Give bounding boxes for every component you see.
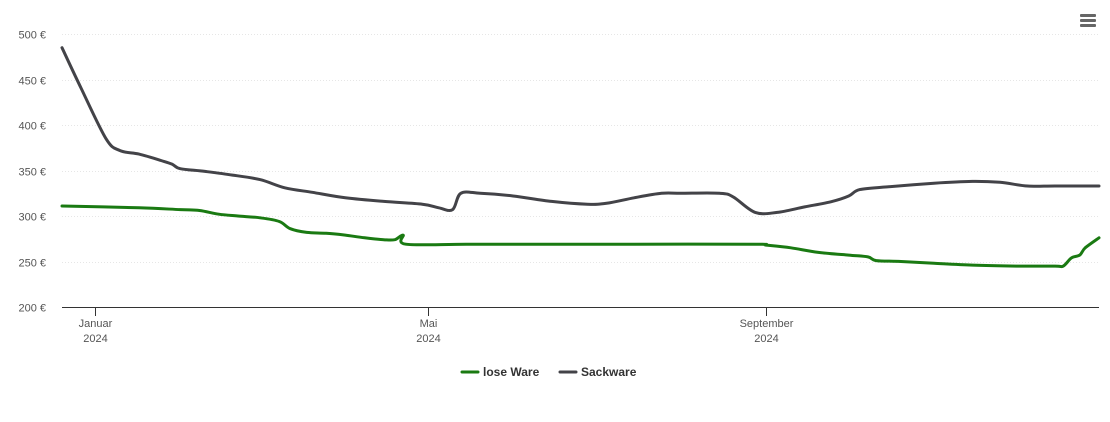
y-tick-label: 500 €	[18, 30, 46, 42]
y-tick-label: 400 €	[18, 121, 46, 133]
hamburger-menu-icon[interactable]	[1076, 10, 1100, 32]
x-tick-label-month: Mai	[420, 318, 438, 330]
x-tick-label-year: 2024	[416, 333, 440, 345]
y-axis: 200 € 250 € 300 € 350 € 400 € 450 € 500 €	[18, 30, 46, 315]
legend: lose Ware Sackware	[460, 365, 637, 379]
series-line-1[interactable]	[60, 204, 1101, 269]
legend-item-2[interactable]: Sackware	[558, 365, 637, 379]
y-tick-label: 250 €	[18, 258, 46, 270]
legend-item-1[interactable]: lose Ware	[460, 365, 540, 379]
y-tick-label: 350 €	[18, 167, 46, 179]
y-tick-label: 300 €	[18, 212, 46, 224]
legend-label: lose Ware	[483, 365, 540, 379]
series-line-2[interactable]	[60, 46, 1101, 216]
legend-label: Sackware	[581, 365, 637, 379]
x-axis: Januar 2024 Mai 2024 September 2024	[62, 307, 1099, 345]
y-tick-label: 200 €	[18, 303, 46, 315]
x-tick-label-month: Januar	[79, 318, 113, 330]
y-tick-label: 450 €	[18, 76, 46, 88]
x-tick-label-year: 2024	[754, 333, 778, 345]
x-tick-label-month: September	[740, 318, 794, 330]
grid-lines	[62, 34, 1099, 263]
series-lines	[60, 46, 1101, 269]
x-tick-label-year: 2024	[83, 333, 107, 345]
